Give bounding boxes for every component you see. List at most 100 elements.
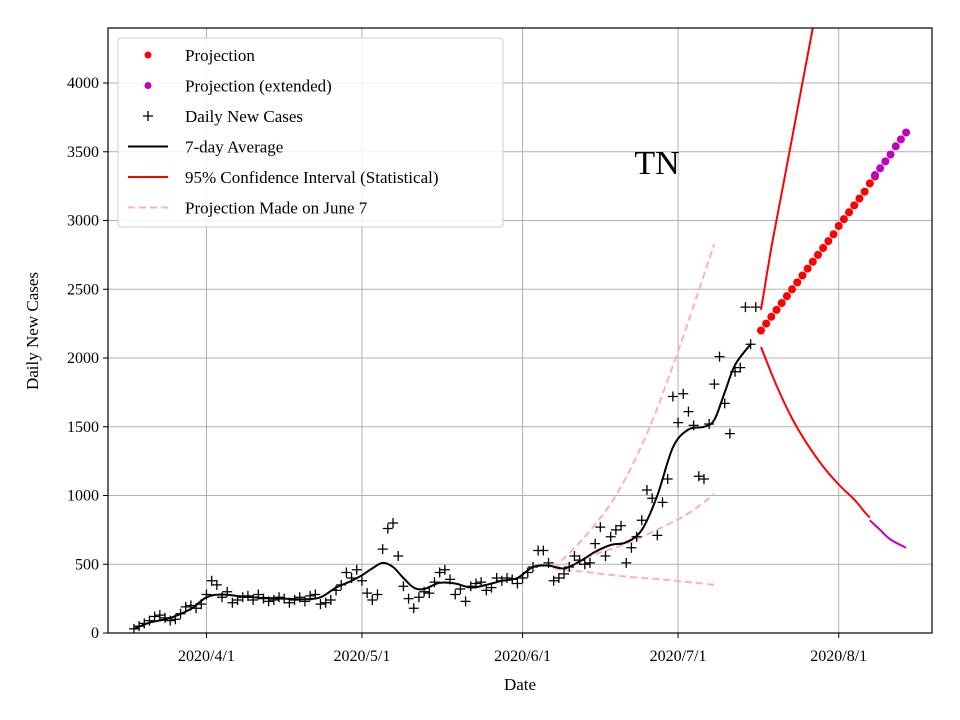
projection-extended-point (881, 157, 890, 166)
daily-case-marker (636, 515, 647, 526)
y-tick-label: 2000 (67, 350, 99, 367)
daily-case-marker (512, 578, 523, 589)
legend-dot-icon (144, 51, 152, 59)
daily-case-marker (693, 471, 704, 482)
daily-case-marker (227, 597, 238, 608)
projection-point (850, 201, 859, 210)
daily-case-marker (460, 596, 471, 607)
projection-point (756, 326, 765, 335)
projection-point (839, 215, 848, 224)
x-tick-label: 2020/4/1 (178, 648, 235, 665)
daily-case-marker (678, 388, 689, 399)
projection-extended-point (902, 128, 911, 137)
projection-extended-point (876, 164, 885, 173)
legend-item: Projection (144, 46, 255, 65)
y-tick-label: 2500 (67, 281, 99, 298)
projection-point (813, 250, 822, 259)
daily-case-marker (315, 599, 326, 610)
daily-case-marker (652, 530, 663, 541)
daily-case-marker (320, 597, 331, 608)
projection-point (819, 244, 828, 252)
daily-case-marker (211, 579, 222, 590)
daily-case-marker (724, 428, 735, 439)
daily-case-marker (600, 551, 611, 561)
y-tick-label: 1500 (67, 419, 99, 436)
daily-case-marker (206, 575, 217, 586)
daily-case-marker (362, 588, 373, 599)
june7-projection-upper (552, 243, 716, 570)
daily-case-marker (709, 379, 720, 390)
y-axis-label: Daily New Cases (23, 272, 42, 390)
projection-point (860, 187, 869, 196)
daily-case-marker (403, 593, 414, 604)
daily-case-marker (274, 592, 285, 603)
daily-case-marker (408, 603, 419, 614)
projection-point (793, 278, 802, 287)
daily-case-marker (745, 339, 756, 350)
daily-case-marker (180, 601, 191, 612)
legend-box (117, 37, 504, 228)
projection-extended-point (891, 142, 900, 151)
daily-case-marker (413, 592, 424, 603)
projection-point (803, 264, 812, 273)
ci-lower-extended-line (869, 519, 907, 549)
ci-upper-line (760, 28, 814, 311)
chart-title: TN (634, 145, 679, 182)
x-axis-label: Date (504, 675, 536, 694)
projection-point (772, 305, 781, 314)
x-tick-label: 2020/6/1 (494, 648, 551, 665)
y-tick-label: 1000 (67, 488, 99, 505)
june7-projection-lower (553, 567, 715, 586)
projection-point (865, 179, 874, 188)
legend-label: Projection (185, 46, 255, 65)
daily-case-marker (502, 573, 513, 583)
daily-case-marker (740, 302, 751, 313)
projection-point (777, 299, 786, 307)
y-tick-label: 3500 (67, 144, 99, 161)
legend-label: Projection (extended) (185, 77, 332, 96)
projection-point (788, 285, 797, 294)
projection-point (855, 194, 864, 203)
projection-point (798, 271, 807, 280)
daily-case-marker (667, 391, 678, 402)
daily-case-marker (382, 523, 393, 534)
daily-case-marker (584, 557, 595, 568)
daily-case-marker (698, 474, 709, 484)
daily-case-marker (548, 575, 559, 586)
daily-case-marker (714, 351, 725, 362)
legend-item: Projection (extended) (144, 77, 332, 96)
daily-case-marker (750, 302, 761, 313)
projection-point (845, 208, 854, 217)
daily-case-marker (735, 362, 746, 373)
legend-item: Daily New Cases (143, 107, 303, 126)
ci-lower-line (760, 346, 871, 519)
projection-point (762, 319, 771, 328)
daily-case-marker (388, 518, 399, 528)
daily-case-marker (538, 545, 549, 556)
y-tick-label: 4000 (67, 75, 99, 92)
daily-case-marker (393, 551, 404, 561)
daily-case-marker (377, 544, 388, 555)
daily-case-marker (439, 564, 450, 575)
projection-extended-point (896, 135, 905, 144)
legend-plus-icon (143, 111, 153, 121)
projection-point (782, 292, 791, 301)
daily-case-marker (595, 522, 606, 533)
legend-item: Projection Made on June 7 (128, 199, 368, 218)
daily-case-marker (268, 595, 279, 605)
daily-case-marker (450, 589, 461, 600)
daily-case-marker (605, 531, 616, 542)
daily-case-marker (367, 595, 378, 605)
x-tick-label: 2020/8/1 (810, 648, 867, 665)
daily-case-marker (590, 538, 601, 549)
legend-label: 95% Confidence Interval (Statistical) (185, 168, 439, 187)
plot-frame (107, 27, 933, 634)
projection-extended-point (870, 171, 879, 180)
daily-case-marker (641, 485, 652, 495)
y-tick-label: 500 (75, 556, 99, 573)
daily-case-marker (149, 611, 160, 622)
projection-point (829, 230, 838, 239)
daily-case-marker (621, 557, 632, 568)
daily-case-marker (294, 592, 305, 603)
